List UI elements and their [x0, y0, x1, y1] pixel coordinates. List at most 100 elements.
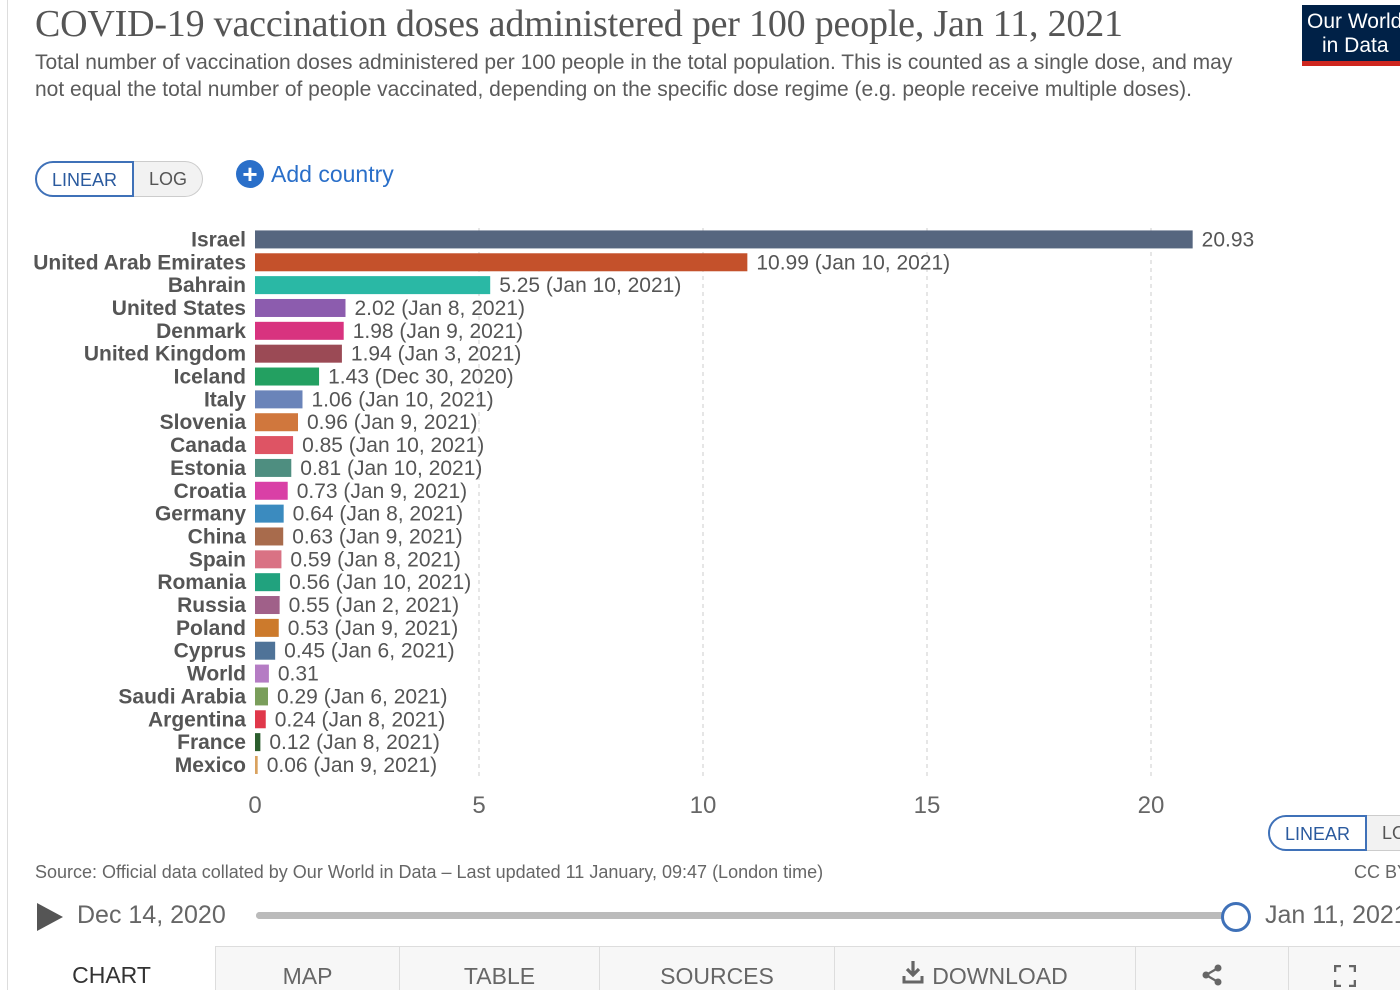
x-tick-label: 15 — [914, 792, 941, 819]
timeline-end-date: Jan 11, 2021 — [1265, 901, 1400, 929]
bar — [255, 755, 258, 774]
add-country-button[interactable]: + Add country — [236, 160, 394, 188]
bar-value-label: 0.06 (Jan 9, 2021) — [267, 754, 437, 777]
bar — [255, 481, 288, 500]
bar-value-label: 0.56 (Jan 10, 2021) — [289, 571, 471, 594]
country-label: Italy — [204, 388, 246, 411]
owid-logo[interactable]: Our World in Data — [1302, 5, 1400, 66]
bar-value-label: 1.43 (Dec 30, 2020) — [328, 366, 514, 389]
country-label: Romania — [157, 571, 246, 594]
page-left-border — [7, 0, 8, 990]
x-tick-label: 5 — [472, 792, 485, 819]
country-label: Iceland — [174, 366, 246, 389]
bar — [255, 367, 320, 386]
bar — [255, 413, 299, 432]
x-tick-label: 20 — [1138, 792, 1165, 819]
timeline-fill — [256, 912, 1236, 919]
logo-line-2: in Data — [1322, 34, 1389, 57]
logo-red-bar — [1302, 61, 1400, 66]
bar — [255, 390, 303, 409]
tab-download-label: DOWNLOAD — [932, 963, 1068, 989]
country-label: Spain — [189, 548, 246, 571]
bar-value-label: 0.96 (Jan 9, 2021) — [307, 411, 477, 434]
logo-line-1: Our World — [1307, 10, 1400, 33]
tab-chart[interactable]: CHART — [8, 946, 215, 990]
country-label: Poland — [176, 617, 246, 640]
bar-value-label: 0.24 (Jan 8, 2021) — [275, 708, 445, 731]
country-label: Israel — [191, 228, 246, 251]
bar-value-label: 0.73 (Jan 9, 2021) — [297, 480, 467, 503]
bar — [255, 504, 284, 523]
fullscreen-tab[interactable] — [1288, 946, 1400, 990]
timeline-track[interactable] — [256, 912, 1236, 919]
tab-sources[interactable]: SOURCES — [599, 946, 834, 990]
bar-value-label: 0.53 (Jan 9, 2021) — [288, 617, 458, 640]
bar — [255, 436, 294, 455]
country-label: Argentina — [148, 708, 246, 731]
log-scale-button[interactable]: LOG — [134, 161, 204, 197]
share-icon — [1200, 963, 1224, 989]
bar-value-label: 2.02 (Jan 8, 2021) — [354, 297, 524, 320]
bar — [255, 596, 280, 615]
country-label: Estonia — [170, 457, 246, 480]
bar — [255, 298, 346, 317]
plus-circle-icon: + — [236, 160, 264, 188]
bar — [255, 710, 266, 729]
bar-value-label: 20.93 — [1202, 228, 1255, 251]
country-label: Russia — [177, 594, 246, 617]
chart-subtitle: Total number of vaccination doses admini… — [35, 51, 1233, 101]
bar-value-label: 0.55 (Jan 2, 2021) — [289, 594, 459, 617]
download-icon — [902, 947, 924, 1005]
country-label: United Arab Emirates — [33, 251, 246, 274]
bar-value-label: 0.85 (Jan 10, 2021) — [302, 434, 484, 457]
bar — [255, 664, 269, 683]
play-icon[interactable] — [37, 903, 63, 931]
bar — [255, 573, 281, 592]
country-label: Croatia — [174, 480, 247, 503]
bar-chart: 0 5 10 15 20 Israel 20.93 United Arab Emirates 1… — [33, 228, 1255, 819]
share-tab[interactable] — [1135, 946, 1288, 990]
bar-value-label: 10.99 (Jan 10, 2021) — [756, 251, 950, 274]
tab-table[interactable]: TABLE — [399, 946, 599, 990]
country-label: Cyprus — [174, 640, 246, 663]
scale-toggle: LINEAR LOG — [35, 161, 204, 197]
country-label: United Kingdom — [84, 343, 246, 366]
country-label: China — [188, 525, 247, 548]
timeline-handle[interactable] — [1221, 902, 1251, 932]
bottom-log-button[interactable]: LOG — [1367, 815, 1400, 851]
bar-value-label: 0.59 (Jan 8, 2021) — [290, 548, 460, 571]
bar-value-label: 1.98 (Jan 9, 2021) — [353, 320, 523, 343]
bar — [255, 458, 292, 477]
tab-map[interactable]: MAP — [215, 946, 399, 990]
bar-value-label: 0.64 (Jan 8, 2021) — [293, 503, 463, 526]
bar — [255, 550, 282, 569]
bar-value-label: 0.29 (Jan 6, 2021) — [277, 685, 447, 708]
x-tick-label: 0 — [248, 792, 261, 819]
bar — [255, 344, 342, 363]
country-label: World — [187, 663, 246, 686]
country-label: Saudi Arabia — [118, 685, 246, 708]
country-label: France — [177, 731, 246, 754]
bar-value-label: 1.94 (Jan 3, 2021) — [351, 343, 521, 366]
add-country-label: Add country — [271, 160, 394, 187]
bar — [255, 321, 344, 340]
fullscreen-icon — [1333, 963, 1356, 989]
bar-value-label: 0.81 (Jan 10, 2021) — [300, 457, 482, 480]
tab-bar: CHART MAP TABLE SOURCES DOWNLOAD — [0, 946, 1400, 990]
source-note: Source: Official data collated by Our Wo… — [35, 862, 824, 882]
bar — [255, 527, 284, 546]
bar — [255, 253, 748, 272]
x-tick-label: 10 — [690, 792, 717, 819]
tab-download[interactable]: DOWNLOAD — [834, 946, 1135, 990]
linear-scale-button[interactable]: LINEAR — [35, 161, 135, 197]
bar-value-label: 0.31 — [278, 663, 319, 686]
country-label: Canada — [170, 434, 246, 457]
bottom-linear-button[interactable]: LINEAR — [1268, 815, 1368, 851]
bar — [255, 641, 276, 660]
bar-value-label: 5.25 (Jan 10, 2021) — [499, 274, 681, 297]
country-label: Bahrain — [168, 274, 246, 297]
country-label: United States — [112, 297, 246, 320]
license-link[interactable]: CC BY — [1354, 862, 1400, 882]
country-label: Slovenia — [160, 411, 247, 434]
bottom-scale-toggle: LINEAR LOG — [1268, 815, 1400, 851]
